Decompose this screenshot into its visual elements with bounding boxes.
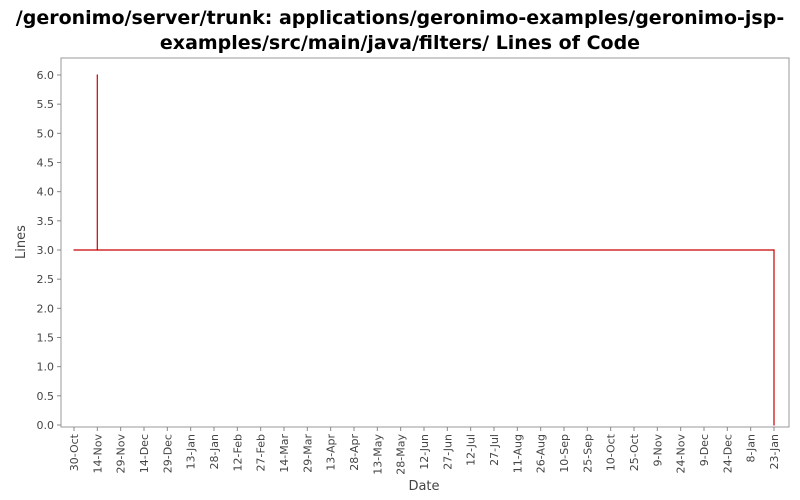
x-axis-label: Date bbox=[408, 479, 439, 494]
x-tick-label: 9-Dec bbox=[698, 434, 711, 466]
chart-title-line-1: /geronimo/server/trunk: applications/ger… bbox=[15, 7, 785, 29]
series-layer bbox=[73, 74, 775, 426]
plot-area bbox=[60, 57, 790, 428]
y-tick-label: 0.5 bbox=[37, 390, 55, 403]
x-tick-label: 25-Oct bbox=[628, 433, 641, 471]
x-tick-label: 10-Sep bbox=[558, 434, 571, 473]
y-tick-label: 4.0 bbox=[37, 186, 55, 199]
y-tick-label: 2.5 bbox=[37, 273, 55, 286]
y-tick-label: 5.5 bbox=[37, 98, 55, 111]
chart-title: /geronimo/server/trunk: applications/ger… bbox=[0, 6, 800, 56]
y-tick-label: 2.0 bbox=[37, 302, 55, 315]
data-point bbox=[96, 249, 98, 251]
x-tick-label: 13-Apr bbox=[325, 434, 338, 471]
x-tick-label: 30-Oct bbox=[68, 433, 81, 471]
x-tick-label: 29-Dec bbox=[161, 434, 174, 473]
y-axis-label: Lines bbox=[14, 225, 29, 259]
x-tick-label: 27-Jun bbox=[441, 434, 454, 470]
series-line bbox=[74, 75, 775, 425]
x-tick-label: 25-Sep bbox=[581, 434, 594, 473]
y-tick-label: 0.0 bbox=[37, 419, 55, 432]
x-tick-label: 29-Mar bbox=[301, 434, 314, 473]
x-tick-label: 23-Jan bbox=[768, 434, 781, 470]
x-tick-label: 12-Feb bbox=[231, 434, 244, 471]
x-tick-label: 24-Dec bbox=[721, 434, 734, 473]
y-tick-label: 1.0 bbox=[37, 361, 55, 374]
x-tick-label: 28-May bbox=[395, 434, 408, 475]
x-tick-label: 14-Mar bbox=[278, 434, 291, 473]
data-point bbox=[773, 424, 775, 426]
y-tick-label: 1.5 bbox=[37, 332, 55, 345]
data-point bbox=[73, 249, 75, 251]
data-point bbox=[96, 74, 98, 76]
x-tick-label: 27-Feb bbox=[255, 434, 268, 471]
x-axis: 30-Oct 14-Nov 29-Nov 14-Dec 29-Dec 13-Jan 28-J… bbox=[68, 427, 781, 475]
x-tick-label: 27-Jul bbox=[488, 434, 501, 466]
data-point bbox=[773, 249, 775, 251]
x-tick-label: 8-Jan bbox=[745, 434, 758, 463]
y-tick-label: 4.5 bbox=[37, 157, 55, 170]
x-tick-label: 12-Jul bbox=[465, 434, 478, 466]
x-tick-label: 28-Apr bbox=[348, 434, 361, 471]
x-tick-label: 11-Aug bbox=[511, 434, 524, 473]
x-tick-label: 29-Nov bbox=[115, 434, 128, 474]
x-tick-label: 9-Nov bbox=[651, 434, 664, 467]
x-tick-label: 12-Jun bbox=[418, 434, 431, 470]
x-tick-label: 28-Jan bbox=[208, 434, 221, 470]
x-tick-label: 14-Dec bbox=[138, 434, 151, 473]
x-tick-label: 10-Oct bbox=[605, 433, 618, 471]
y-tick-label: 6.0 bbox=[37, 69, 55, 82]
y-axis: 0.0 0.5 1.0 1.5 2.0 2.5 3.0 3.5 4.0 4.5 5.0 5.5 6.0 bbox=[37, 69, 61, 432]
y-tick-label: 3.0 bbox=[37, 244, 55, 257]
x-tick-label: 13-Jan bbox=[185, 434, 198, 470]
y-tick-label: 5.0 bbox=[37, 127, 55, 140]
chart-title-line-2: examples/src/main/java/filters/ Lines of… bbox=[159, 32, 641, 54]
y-tick-label: 3.5 bbox=[37, 215, 55, 228]
x-tick-label: 14-Nov bbox=[91, 434, 104, 474]
x-tick-label: 24-Nov bbox=[675, 434, 688, 474]
x-tick-label: 13-May bbox=[371, 434, 384, 475]
x-tick-label: 26-Aug bbox=[535, 434, 548, 473]
